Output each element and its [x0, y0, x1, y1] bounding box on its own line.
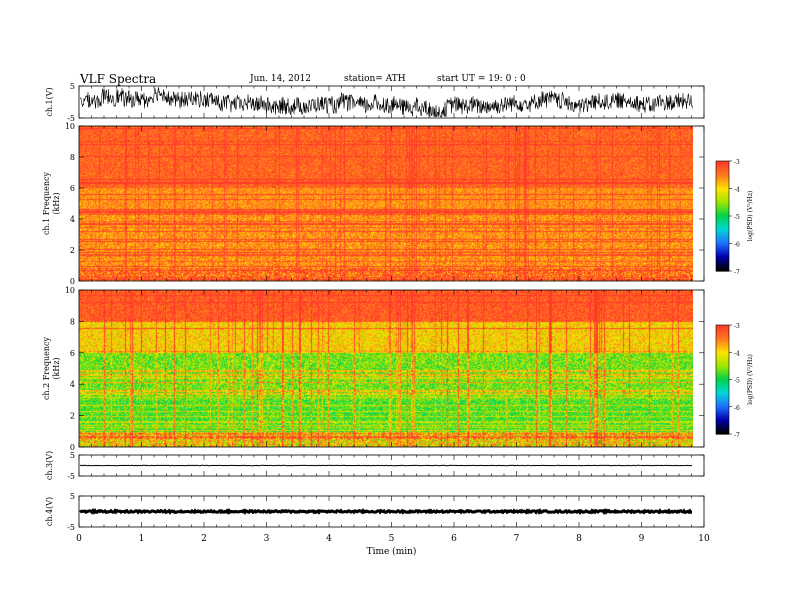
y-tick-label: -5	[67, 472, 75, 481]
y-axis-label: ch.1(V)	[45, 87, 54, 116]
x-tick-label: 9	[639, 534, 645, 544]
colorbar-tick-label: -6	[734, 405, 740, 412]
y-tick-label: 10	[65, 122, 75, 131]
y-axis-label: (kHz)	[52, 192, 61, 214]
ch1-spectrogram	[79, 126, 693, 281]
y-tick-label: 5	[70, 492, 75, 501]
y-axis-label: ch.1 Frequency	[42, 171, 51, 235]
y-axis-label: ch.4(V)	[45, 497, 54, 526]
x-tick-label: 4	[326, 534, 332, 544]
x-tick-label: 5	[389, 534, 395, 544]
ch3-waveform	[80, 465, 692, 466]
y-tick-label: 6	[70, 349, 75, 358]
x-tick-label: 3	[264, 534, 270, 544]
colorbar-tick-label: -5	[734, 214, 740, 221]
y-tick-label: 2	[70, 412, 75, 421]
x-tick-label: 0	[76, 534, 82, 544]
y-axis-label: (kHz)	[52, 357, 61, 379]
y-tick-label: 4	[70, 215, 75, 224]
ch4-waveform	[80, 511, 692, 513]
colorbar-tick-label: -3	[734, 159, 740, 166]
vlf-spectra-figure: 5-5ch.1(V)0246810ch.1 Frequency (kHz)0246…	[0, 0, 792, 612]
y-tick-label: 5	[70, 82, 75, 91]
colorbar-tick-label: -4	[734, 350, 740, 357]
y-tick-label: 10	[65, 286, 75, 295]
y-tick-label: 5	[70, 451, 75, 460]
y-tick-label: 6	[70, 184, 75, 193]
colorbar-label: log(PSD) (V²/Hz)	[747, 354, 754, 405]
x-tick-label: 10	[698, 534, 710, 544]
colorbar-label: log(PSD) (V²/Hz)	[747, 191, 754, 242]
x-tick-label: 7	[514, 534, 520, 544]
colorbar-tick-label: -7	[734, 432, 740, 439]
colorbar-tick-label: -3	[734, 323, 740, 330]
colorbar-tick-label: -4	[734, 187, 740, 194]
y-tick-label: 8	[70, 153, 75, 162]
y-axis-label: ch.3(V)	[45, 451, 54, 480]
colorbar-tick-label: -7	[734, 269, 740, 276]
colorbar-tick-label: -5	[734, 378, 740, 385]
y-tick-label: 4	[70, 380, 75, 389]
x-tick-label: 1	[139, 534, 145, 544]
ch2-spectrogram	[79, 290, 693, 447]
y-axis-label: ch.2 Frequency	[42, 336, 51, 400]
ch1-waveform	[80, 87, 693, 116]
x-tick-label: 8	[576, 534, 582, 544]
x-axis-label: Time (min)	[367, 546, 417, 557]
colorbar-tick-label: -6	[734, 242, 740, 249]
y-tick-label: 0	[70, 277, 75, 286]
x-tick-label: 2	[201, 534, 207, 544]
x-tick-label: 6	[451, 534, 457, 544]
y-tick-label: -5	[67, 523, 75, 532]
y-tick-label: 8	[70, 317, 75, 326]
y-tick-label: 2	[70, 246, 75, 255]
